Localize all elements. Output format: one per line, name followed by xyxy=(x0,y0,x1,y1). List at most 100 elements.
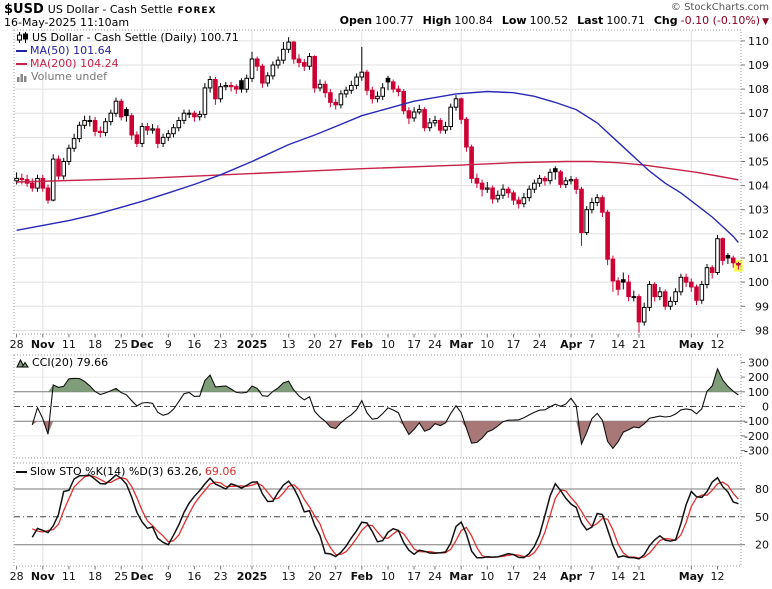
cci-oversold-fill xyxy=(32,421,739,449)
legend-ma50-label: MA(50) 101.64 xyxy=(30,44,112,57)
svg-text:20: 20 xyxy=(755,539,769,552)
quote-strip: Open 100.77 High 100.84 Low 100.52 Last 100.71 C… xyxy=(340,14,769,27)
svg-text:28: 28 xyxy=(10,338,24,351)
legend-ma50: MA(50) 101.64 xyxy=(16,44,112,57)
svg-text:103: 103 xyxy=(748,204,769,217)
svg-text:23: 23 xyxy=(214,570,228,583)
sto-k-line xyxy=(31,473,739,560)
svg-text:109: 109 xyxy=(748,59,769,72)
sto-d-line xyxy=(32,474,739,559)
svg-text:Dec: Dec xyxy=(131,570,154,583)
chart-header: $USD US Dollar - Cash Settle FOREX xyxy=(4,2,216,17)
svg-text:Nov: Nov xyxy=(31,338,56,351)
legend-price-label: US Dollar - Cash Settle (Daily) 100.71 xyxy=(32,31,239,44)
volume-bars-icon xyxy=(16,72,28,82)
legend-cci: CCI(20) 79.66 xyxy=(16,356,108,369)
ma200-line-icon xyxy=(16,62,27,65)
svg-text:80: 80 xyxy=(755,483,769,496)
svg-text:101: 101 xyxy=(748,252,769,265)
svg-text:107: 107 xyxy=(748,107,769,120)
legend-sto: Slow STO %K(14) %D(3) 63.26, 69.06 xyxy=(16,465,236,478)
svg-text:18: 18 xyxy=(88,338,102,351)
svg-text:9: 9 xyxy=(165,570,172,583)
svg-text:13: 13 xyxy=(282,570,296,583)
svg-text:13: 13 xyxy=(282,338,296,351)
svg-text:-100: -100 xyxy=(744,415,769,428)
svg-text:16: 16 xyxy=(187,570,201,583)
legend-price-series: US Dollar - Cash Settle (Daily) 100.71 xyxy=(16,31,239,44)
svg-text:-300: -300 xyxy=(744,445,769,458)
svg-text:2025: 2025 xyxy=(237,570,268,583)
low-value: 100.52 xyxy=(529,14,569,27)
svg-text:105: 105 xyxy=(748,156,769,169)
legend-sto-d-value: 69.06 xyxy=(204,465,237,478)
legend-sto-label: Slow STO %K(14) %D(3) 63.26, xyxy=(30,465,202,478)
legend-volume: Volume undef xyxy=(16,70,107,83)
svg-text:99: 99 xyxy=(755,300,769,313)
page-title: US Dollar - Cash Settle xyxy=(47,3,173,16)
svg-text:25: 25 xyxy=(114,570,128,583)
svg-text:Feb: Feb xyxy=(351,570,374,583)
svg-text:20: 20 xyxy=(308,338,322,351)
svg-text:11: 11 xyxy=(62,570,76,583)
svg-text:20: 20 xyxy=(308,570,322,583)
svg-text:16: 16 xyxy=(187,338,201,351)
svg-text:200: 200 xyxy=(748,371,769,384)
chg-down-arrow-icon: ▼ xyxy=(762,17,769,27)
svg-text:10: 10 xyxy=(381,570,395,583)
svg-text:24: 24 xyxy=(428,570,442,583)
svg-text:Dec: Dec xyxy=(131,338,154,351)
cci-mountain-icon xyxy=(16,357,29,368)
svg-text:14: 14 xyxy=(611,570,625,583)
svg-text:Mar: Mar xyxy=(449,338,473,351)
svg-text:17: 17 xyxy=(407,338,421,351)
svg-text:May: May xyxy=(679,338,704,351)
chg-value: -0.10 (-0.10%) xyxy=(680,14,761,27)
cci-line xyxy=(31,367,739,450)
svg-text:17: 17 xyxy=(407,570,421,583)
open-label: Open xyxy=(339,14,373,27)
candlestick-icon xyxy=(16,32,29,43)
svg-text:Mar: Mar xyxy=(449,570,473,583)
ma50-line-icon xyxy=(16,49,27,52)
svg-text:7: 7 xyxy=(588,338,595,351)
y-axis-labels: 98 99 100 101 102 103 104 105 106 107 108 109 110 300… xyxy=(741,35,769,552)
svg-text:17: 17 xyxy=(507,338,521,351)
svg-text:24: 24 xyxy=(533,338,547,351)
svg-text:24: 24 xyxy=(428,338,442,351)
svg-text:-200: -200 xyxy=(744,430,769,443)
high-value: 100.84 xyxy=(454,14,493,27)
svg-text:50: 50 xyxy=(755,511,769,524)
svg-text:102: 102 xyxy=(748,228,769,241)
open-value: 100.77 xyxy=(375,14,414,27)
svg-text:28: 28 xyxy=(10,570,24,583)
svg-text:104: 104 xyxy=(748,180,769,193)
svg-text:May: May xyxy=(679,570,704,583)
sto-line-icon xyxy=(16,470,27,473)
svg-text:9: 9 xyxy=(165,338,172,351)
copyright: © StockCharts.com xyxy=(670,2,769,13)
svg-text:7: 7 xyxy=(588,570,595,583)
ma200-line xyxy=(16,160,739,183)
exchange-label: FOREX xyxy=(177,6,217,16)
candlestick-series xyxy=(14,37,741,333)
svg-text:100: 100 xyxy=(748,386,769,399)
svg-text:14: 14 xyxy=(611,338,625,351)
legend-ma200: MA(200) 104.24 xyxy=(16,57,119,70)
legend-cci-label: CCI(20) 79.66 xyxy=(32,356,109,369)
svg-text:Apr: Apr xyxy=(560,570,582,583)
chart-datetime: 16-May-2025 11:10am xyxy=(4,16,130,29)
svg-text:12: 12 xyxy=(711,570,725,583)
svg-text:Nov: Nov xyxy=(31,570,56,583)
svg-text:10: 10 xyxy=(381,338,395,351)
svg-text:17: 17 xyxy=(507,570,521,583)
x-axis-labels: 2828NovNov111118182525DecDec991616232320… xyxy=(10,334,725,583)
ma50-line xyxy=(16,90,739,244)
svg-text:100: 100 xyxy=(748,276,769,289)
svg-text:23: 23 xyxy=(214,338,228,351)
svg-text:12: 12 xyxy=(711,338,725,351)
svg-text:21: 21 xyxy=(632,338,646,351)
svg-text:0: 0 xyxy=(762,401,769,414)
svg-text:110: 110 xyxy=(748,35,769,48)
